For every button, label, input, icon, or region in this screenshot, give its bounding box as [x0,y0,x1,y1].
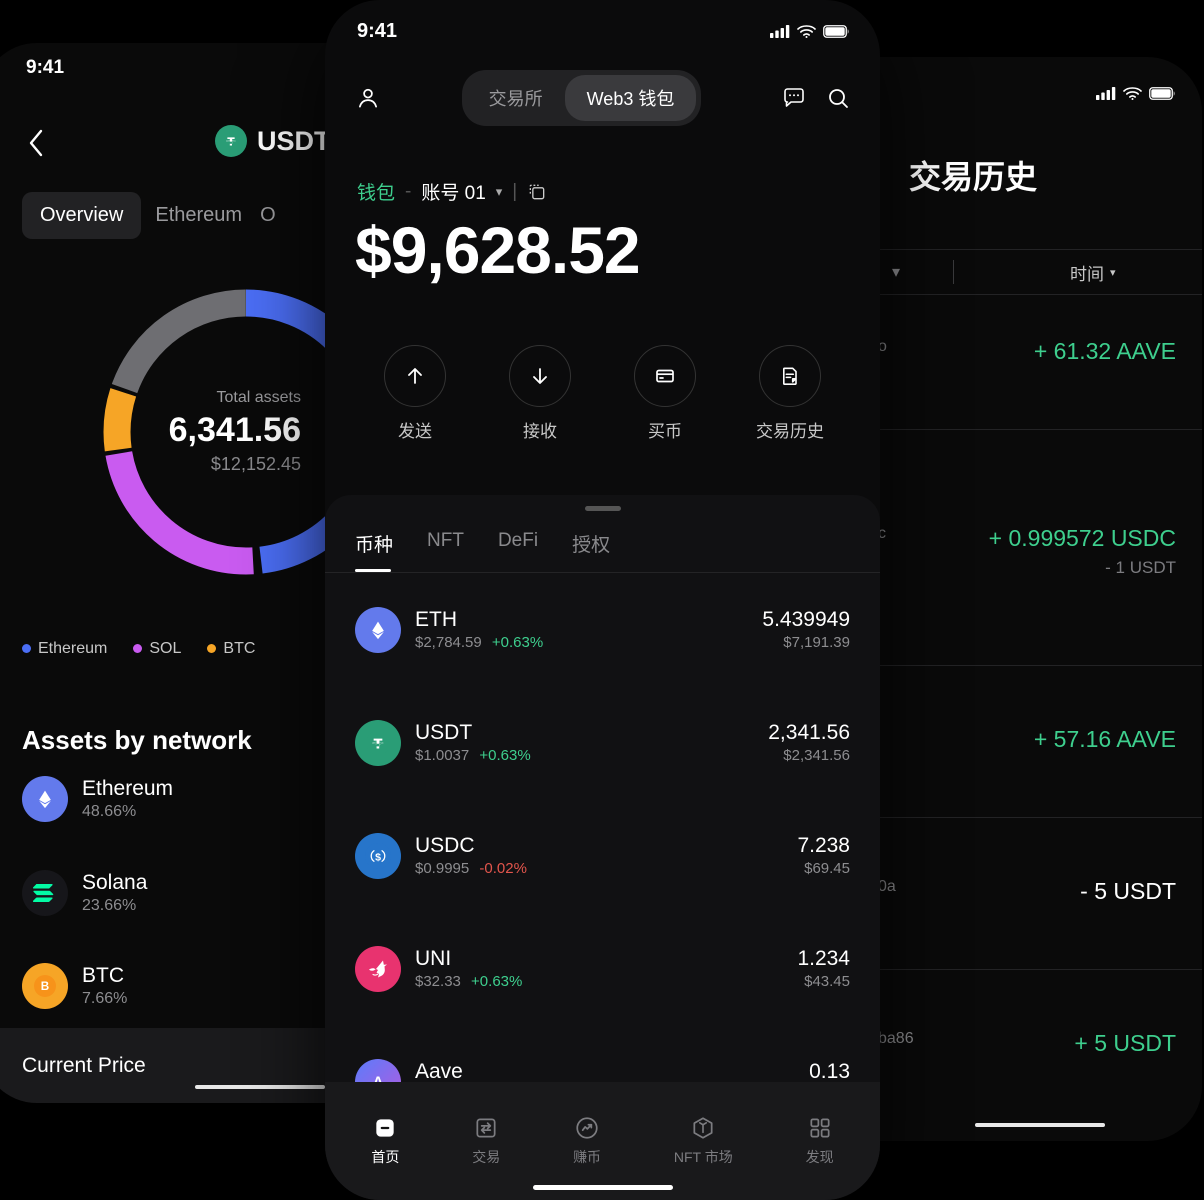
svg-text:B: B [41,980,49,993]
svg-text:$: $ [375,851,381,863]
